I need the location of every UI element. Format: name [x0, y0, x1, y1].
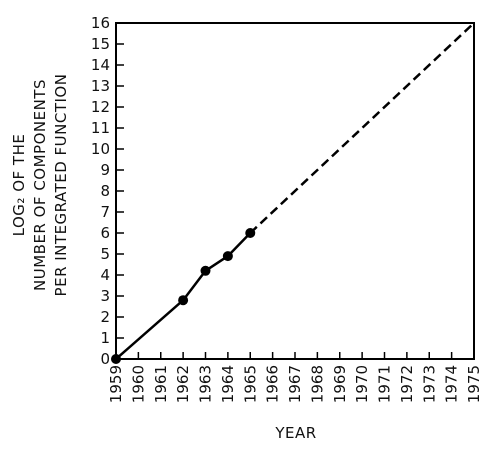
y-tick-label: 7 [100, 203, 110, 221]
x-tick-label: 1965 [241, 365, 259, 403]
y-tick-label: 12 [91, 98, 110, 116]
x-tick-label: 1970 [353, 365, 371, 403]
x-tick-label: 1973 [420, 365, 438, 403]
x-tick-label: 1968 [308, 365, 326, 403]
x-tick-label: 1966 [264, 365, 282, 403]
y-tick-label: 6 [100, 224, 110, 242]
data-point [222, 251, 233, 262]
x-tick-label: 1961 [152, 365, 170, 403]
y-tick-label: 16 [91, 14, 110, 32]
x-tick-label: 1969 [331, 365, 349, 403]
data-point [178, 295, 189, 306]
y-tick-label: 1 [100, 329, 110, 347]
y-axis-title-line-3: PER INTEGRATED FUNCTION [52, 74, 70, 297]
series-group [111, 22, 475, 364]
y-tick-label: 4 [100, 266, 110, 284]
y-axis-title-line-1: LOG₂ OF THE [10, 134, 28, 237]
x-axis-ticks: 1959 1960 1961 1962 1963 1964 1965 1966 1967 1968… [107, 352, 483, 403]
y-tick-label: 2 [100, 308, 110, 326]
extrapolation-line [249, 22, 475, 234]
y-tick-label: 3 [100, 287, 110, 305]
y-axis-title-line-2: NUMBER OF COMPONENTS [31, 79, 49, 291]
y-tick-label: 5 [100, 245, 110, 263]
y-tick-label: 0 [100, 350, 110, 368]
x-tick-label: 1962 [174, 365, 192, 403]
x-tick-label: 1971 [376, 365, 394, 403]
y-tick-label: 13 [91, 77, 110, 95]
x-tick-label: 1960 [129, 365, 147, 403]
x-tick-label: 1975 [465, 365, 483, 403]
data-point [111, 354, 121, 364]
y-tick-label: 11 [91, 119, 110, 137]
y-tick-label: 15 [91, 35, 110, 53]
y-tick-label: 9 [100, 161, 110, 179]
x-tick-label: 1974 [443, 365, 461, 403]
y-axis-title: LOG₂ OF THE NUMBER OF COMPONENTS PER INT… [10, 74, 70, 297]
x-tick-label: 1963 [197, 365, 215, 403]
y-tick-label: 8 [100, 182, 110, 200]
x-tick-label: 1959 [107, 365, 125, 403]
data-point [200, 265, 211, 276]
y-tick-label: 10 [91, 140, 110, 158]
x-tick-label: 1964 [219, 365, 237, 403]
x-axis-title: YEAR [274, 424, 316, 442]
x-tick-label: 1972 [398, 365, 416, 403]
y-tick-label: 14 [91, 56, 110, 74]
x-tick-label: 1967 [286, 365, 304, 403]
